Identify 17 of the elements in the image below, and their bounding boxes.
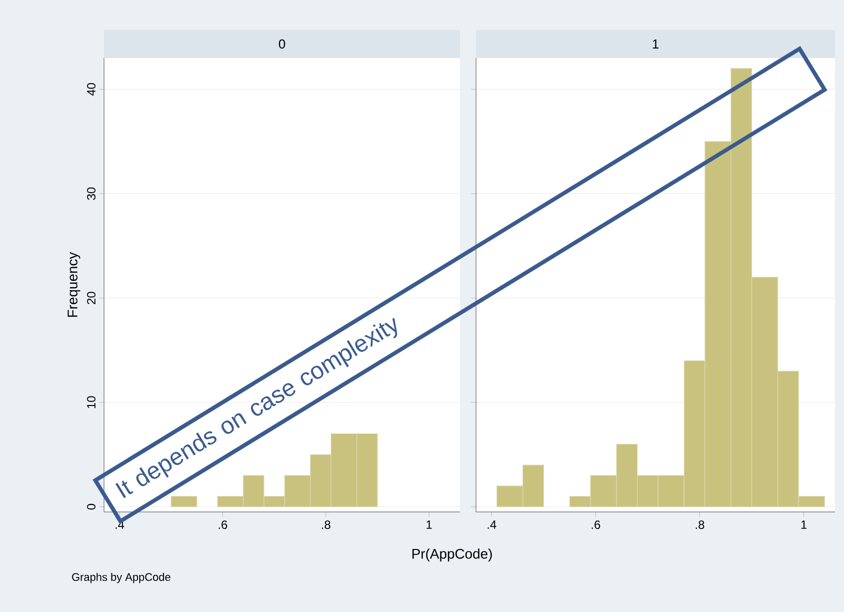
chart-title: 0 <box>278 39 286 49</box>
x-tick-label: .8 <box>322 520 330 529</box>
y-tick-label: 30 <box>87 187 96 200</box>
x-tick-label: 1 <box>426 520 432 529</box>
y-tick-label: 20 <box>87 292 96 304</box>
y-tick-label: 0 <box>87 504 96 510</box>
x-tick-label: .8 <box>696 520 704 529</box>
x-tick-label: .4 <box>488 520 496 529</box>
x-axis-title: Pr(AppCode) <box>412 548 492 562</box>
y-axis-title: Frequency <box>68 252 80 317</box>
x-tick-label: .6 <box>592 520 600 529</box>
y-tick-label: 40 <box>87 83 96 96</box>
x-tick-label: .6 <box>218 520 228 529</box>
text: Graphs by AppCode <box>72 572 170 584</box>
y-tick-label: 10 <box>87 396 96 408</box>
chart-title: 1 <box>652 40 658 48</box>
x-tick-label: 1 <box>801 520 807 529</box>
